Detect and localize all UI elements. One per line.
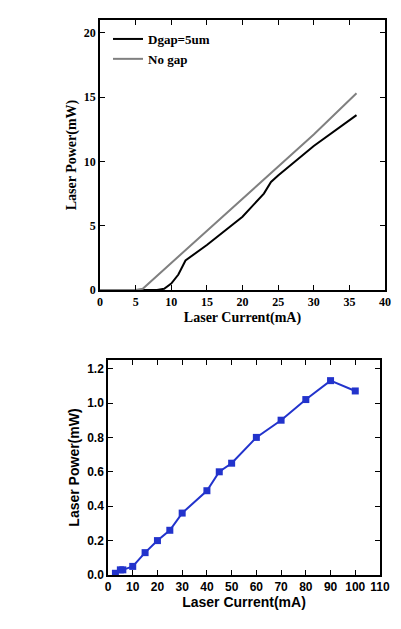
- svg-text:0.6: 0.6: [87, 465, 104, 479]
- svg-text:Laser Current(mA): Laser Current(mA): [182, 594, 306, 610]
- svg-text:0: 0: [90, 283, 96, 297]
- svg-text:110: 110: [370, 580, 390, 594]
- svg-text:10: 10: [126, 580, 140, 594]
- svg-text:1.0: 1.0: [87, 396, 104, 410]
- svg-text:0.8: 0.8: [87, 431, 104, 445]
- svg-text:40: 40: [200, 580, 214, 594]
- svg-text:15: 15: [201, 295, 213, 309]
- svg-text:50: 50: [225, 580, 239, 594]
- svg-text:0: 0: [105, 580, 112, 594]
- svg-text:Dgap=5um: Dgap=5um: [148, 32, 210, 47]
- svg-text:20: 20: [151, 580, 165, 594]
- svg-text:0.0: 0.0: [87, 568, 104, 582]
- svg-text:25: 25: [272, 295, 284, 309]
- svg-text:15: 15: [84, 90, 96, 104]
- svg-text:40: 40: [379, 295, 391, 309]
- svg-text:100: 100: [345, 580, 365, 594]
- svg-text:90: 90: [324, 580, 338, 594]
- svg-text:60: 60: [250, 580, 264, 594]
- svg-text:Laser Power(mW): Laser Power(mW): [64, 99, 80, 210]
- svg-text:Laser Current(mA): Laser Current(mA): [184, 310, 302, 326]
- svg-text:20: 20: [84, 26, 96, 40]
- svg-text:10: 10: [165, 295, 177, 309]
- svg-text:20: 20: [237, 295, 249, 309]
- svg-text:35: 35: [343, 295, 355, 309]
- svg-text:0.4: 0.4: [87, 499, 104, 513]
- svg-text:No gap: No gap: [148, 52, 187, 67]
- svg-text:0.2: 0.2: [87, 534, 104, 548]
- svg-text:80: 80: [299, 580, 313, 594]
- svg-text:0: 0: [97, 295, 103, 309]
- svg-text:5: 5: [90, 219, 96, 233]
- svg-text:Laser Power(mW): Laser Power(mW): [66, 408, 82, 526]
- svg-text:30: 30: [176, 580, 190, 594]
- svg-text:70: 70: [274, 580, 288, 594]
- svg-text:1.2: 1.2: [87, 362, 104, 376]
- svg-text:10: 10: [84, 155, 96, 169]
- svg-text:30: 30: [308, 295, 320, 309]
- svg-text:5: 5: [133, 295, 139, 309]
